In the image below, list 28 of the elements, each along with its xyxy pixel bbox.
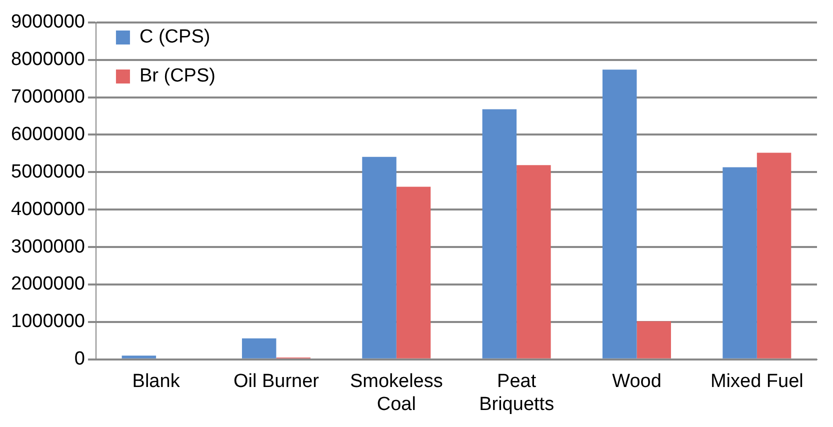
x-tick-label: Oil Burner — [233, 371, 320, 392]
bar — [242, 338, 276, 358]
y-tick-label: 6000000 — [11, 124, 85, 145]
y-tick-label: 5000000 — [11, 161, 85, 182]
y-tick-label: 8000000 — [11, 49, 85, 70]
x-tick-label: Mixed Fuel — [710, 371, 804, 392]
y-tick-label: 0 — [74, 348, 85, 370]
x-tick-label: Peat Briquetts — [479, 371, 554, 415]
x-tick-label: Blank — [132, 371, 180, 392]
legend-label: C (CPS) — [139, 26, 210, 48]
y-tick-label: 3000000 — [11, 236, 85, 258]
bar — [516, 165, 551, 358]
bar — [396, 186, 431, 358]
bar — [636, 321, 671, 358]
bar — [122, 356, 156, 358]
x-tick-label: Smokeless Coal — [350, 371, 443, 415]
bar — [362, 156, 396, 358]
y-tick-label: 4000000 — [11, 198, 85, 220]
x-tick-label: Wood — [612, 371, 662, 392]
bar — [602, 70, 637, 358]
bar — [722, 167, 757, 358]
bar — [482, 109, 517, 358]
y-tick-label: 7000000 — [11, 86, 85, 108]
legend-label: Br (CPS) — [139, 66, 216, 87]
y-tick-label: 9000000 — [11, 12, 85, 33]
y-tick-label: 1000000 — [11, 311, 85, 332]
bar — [756, 152, 792, 358]
y-tick-label: 2000000 — [11, 274, 85, 295]
